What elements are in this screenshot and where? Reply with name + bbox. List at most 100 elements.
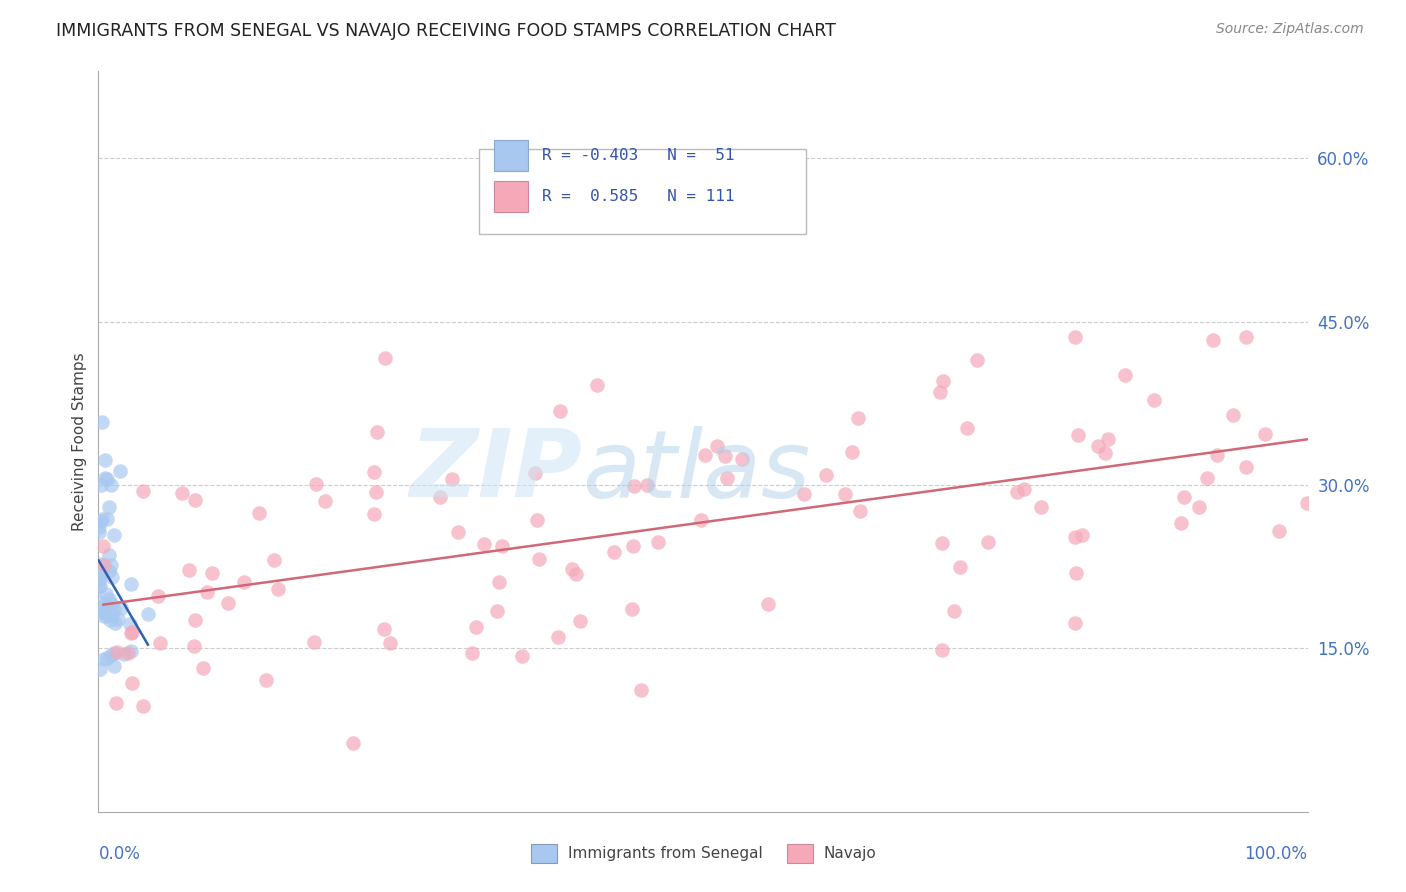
Text: Source: ZipAtlas.com: Source: ZipAtlas.com (1216, 22, 1364, 37)
Point (461, 646, 484, 660)
Point (942, 604, 965, 618)
Point (195, 585, 218, 599)
Point (1188, 500, 1211, 514)
Point (647, 534, 669, 549)
Point (491, 540, 513, 554)
Point (97, 591, 120, 606)
Point (107, 612, 129, 626)
Point (1268, 524, 1291, 539)
Point (1202, 334, 1225, 348)
Point (132, 484, 155, 499)
Text: 0.0%: 0.0% (98, 845, 141, 863)
Text: Navajo: Navajo (824, 847, 877, 861)
Point (89, 520, 111, 534)
Point (756, 597, 779, 611)
Point (561, 562, 583, 576)
Point (120, 643, 142, 657)
Point (302, 635, 325, 649)
Point (472, 537, 495, 551)
Point (1064, 566, 1087, 580)
Point (110, 601, 132, 615)
Point (90, 566, 112, 580)
Point (149, 636, 172, 650)
Point (447, 525, 470, 540)
Point (191, 661, 214, 675)
Point (110, 464, 132, 478)
Point (117, 646, 139, 660)
Point (815, 468, 838, 483)
Text: 100.0%: 100.0% (1244, 845, 1308, 863)
Point (121, 675, 143, 690)
Text: Immigrants from Senegal: Immigrants from Senegal (568, 847, 763, 861)
Point (621, 539, 644, 553)
Point (87, 524, 110, 539)
Point (793, 487, 815, 501)
Point (586, 378, 609, 392)
Point (548, 404, 571, 418)
FancyBboxPatch shape (494, 140, 527, 171)
Point (966, 353, 988, 368)
Text: ZIP: ZIP (409, 425, 582, 517)
Point (1222, 408, 1244, 422)
Point (693, 448, 716, 462)
Point (342, 736, 364, 750)
Point (94, 453, 117, 467)
Point (200, 566, 222, 581)
FancyBboxPatch shape (479, 149, 806, 235)
Point (1071, 527, 1094, 541)
Point (89, 514, 111, 528)
Point (366, 425, 388, 439)
Point (91, 415, 114, 429)
Point (118, 617, 141, 632)
Point (949, 560, 972, 574)
Point (1097, 432, 1119, 446)
Point (103, 646, 125, 660)
Point (89, 662, 111, 676)
Point (93, 604, 115, 618)
Point (366, 485, 388, 500)
Point (1170, 516, 1192, 530)
Point (565, 566, 588, 581)
Point (94, 587, 117, 601)
Point (103, 528, 125, 542)
Point (363, 465, 385, 479)
Text: R = -0.403   N =  51: R = -0.403 N = 51 (543, 148, 735, 163)
Point (90, 595, 112, 609)
Point (112, 647, 135, 661)
Point (547, 630, 569, 644)
Point (1005, 484, 1028, 499)
Point (183, 639, 205, 653)
Point (184, 493, 207, 508)
Point (100, 478, 122, 492)
Point (93, 539, 115, 553)
Point (217, 596, 239, 610)
Point (846, 411, 869, 425)
Point (132, 699, 155, 714)
Point (1012, 482, 1035, 496)
Point (100, 570, 122, 584)
Point (103, 602, 125, 616)
Point (689, 513, 711, 527)
Point (623, 479, 645, 493)
Point (96, 472, 118, 486)
FancyBboxPatch shape (494, 181, 527, 212)
Point (100, 558, 122, 573)
Point (267, 582, 290, 597)
Point (1114, 368, 1136, 382)
Point (254, 673, 277, 688)
Point (1066, 428, 1088, 442)
Text: R =  0.585   N = 111: R = 0.585 N = 111 (543, 189, 735, 204)
Point (486, 604, 509, 618)
Point (87, 573, 110, 587)
Point (1296, 495, 1319, 509)
Point (177, 563, 200, 577)
Point (956, 420, 979, 434)
Point (373, 351, 395, 365)
Point (636, 478, 658, 492)
Point (184, 613, 207, 627)
Point (1234, 330, 1257, 344)
Point (96, 650, 118, 665)
Point (620, 602, 643, 616)
Point (148, 589, 170, 603)
Point (1064, 330, 1087, 344)
